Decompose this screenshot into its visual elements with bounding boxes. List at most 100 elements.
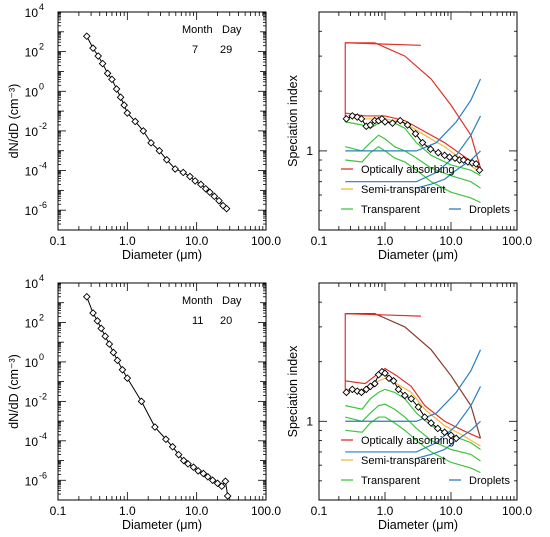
data-point (427, 419, 435, 427)
x-tick-label: 100.0 (502, 504, 532, 518)
data-point (401, 391, 409, 400)
x-axis-title: Diameter (μm) (378, 248, 458, 262)
legend-item: Semi-transparent (341, 455, 445, 467)
series-line (345, 349, 482, 422)
data-point (171, 165, 180, 173)
data-point (116, 93, 125, 102)
y-tick-label-exponent: 2 (39, 312, 44, 322)
chart-bottom-right: 0.1 1.0 10.0 100.0 1 Diameter (μm) Speciation … (286, 282, 532, 532)
series-line (345, 78, 482, 152)
y-tick-label-base: 10 (25, 395, 39, 409)
y-tick-label-base: 10 (25, 277, 39, 291)
y-axis-title: dN/dD (cm⁻³) (7, 84, 21, 159)
data-point (215, 196, 223, 205)
data-point (109, 348, 118, 357)
series-line (345, 112, 481, 169)
y-tick-label-exponent: 4 (39, 273, 44, 283)
y-tick-label-exponent: -2 (39, 121, 47, 131)
data-point (357, 388, 366, 397)
data-point (118, 365, 127, 374)
data-point (94, 52, 103, 60)
legend-label: Transparent (361, 204, 420, 216)
y-axis-title: Speciation index (286, 74, 300, 166)
data-point (204, 472, 212, 481)
y-tick-label-base: 10 (25, 46, 39, 60)
x-tick-label: 10.0 (439, 504, 463, 518)
data-point (388, 119, 397, 127)
data-point (199, 469, 208, 478)
legend-item: Transparent (341, 204, 420, 216)
data-point (396, 116, 405, 125)
data-point (357, 115, 366, 123)
series-line (345, 120, 481, 177)
y-tick-label-exponent: -2 (39, 391, 47, 401)
y-tick-label-base: 10 (25, 165, 39, 179)
month-label: Month (182, 295, 213, 307)
legend-item: Optically absorbing (341, 435, 455, 447)
y-tick-label-exponent: 0 (39, 352, 44, 362)
data-point (213, 479, 222, 488)
data-point (389, 377, 398, 385)
month-value: 11 (192, 315, 203, 327)
y-tick-label-exponent: -6 (39, 470, 47, 480)
x-tick-label: 100.0 (502, 234, 532, 248)
series-group (82, 32, 231, 213)
data-point (433, 424, 442, 433)
legend-item: Semi-transparent (341, 184, 445, 196)
data-point (381, 369, 389, 378)
y-tick-label-base: 10 (25, 435, 39, 449)
data-point (162, 155, 171, 164)
data-point (208, 476, 217, 485)
data-point (197, 180, 205, 189)
data-point (194, 467, 202, 475)
data-point (108, 75, 116, 84)
series-line (86, 296, 229, 497)
series-group (342, 313, 482, 474)
y-tick-label-exponent: 2 (39, 42, 44, 52)
data-point (101, 332, 110, 341)
data-point (201, 184, 210, 193)
legend-label: Droplets (469, 204, 510, 216)
series-line (345, 416, 481, 474)
data-point (206, 188, 214, 197)
data-point (137, 397, 146, 406)
data-point (445, 153, 454, 162)
x-tick-label: 100.0 (251, 234, 281, 248)
data-point (217, 482, 226, 491)
series-line (86, 35, 227, 209)
y-tick-label-exponent: 4 (39, 2, 44, 12)
data-point (210, 192, 219, 201)
y-tick-label-exponent: -4 (39, 431, 47, 441)
data-point (191, 177, 199, 185)
data-point (184, 460, 192, 468)
legend-label: Semi-transparent (361, 184, 445, 196)
legend-item: Droplets (449, 204, 510, 216)
data-point (155, 146, 164, 155)
data-point (403, 121, 412, 129)
x-axis-title: Diameter (μm) (122, 518, 202, 532)
day-value: 20 (220, 315, 232, 327)
data-point (342, 388, 351, 397)
data-point (381, 118, 389, 126)
x-tick-label: 0.1 (50, 234, 67, 248)
day-value: 29 (220, 44, 232, 56)
data-point (411, 129, 420, 138)
x-tick-label: 10.0 (185, 234, 209, 248)
data-point (168, 442, 177, 451)
x-tick-label: 10.0 (185, 504, 209, 518)
series-line (416, 150, 481, 189)
data-point (426, 145, 435, 154)
y-tick-label-base: 10 (25, 474, 39, 488)
data-point (97, 324, 106, 333)
x-tick-label: 100.0 (251, 504, 281, 518)
data-point (385, 374, 393, 383)
day-label: Day (222, 24, 242, 36)
series-line (345, 367, 481, 439)
data-point (93, 317, 102, 325)
x-tick-label: 1.0 (377, 504, 394, 518)
x-tick-label: 0.1 (311, 504, 328, 518)
x-tick-label: 10.0 (439, 234, 463, 248)
data-point (434, 148, 443, 157)
plot-frame (57, 11, 267, 231)
